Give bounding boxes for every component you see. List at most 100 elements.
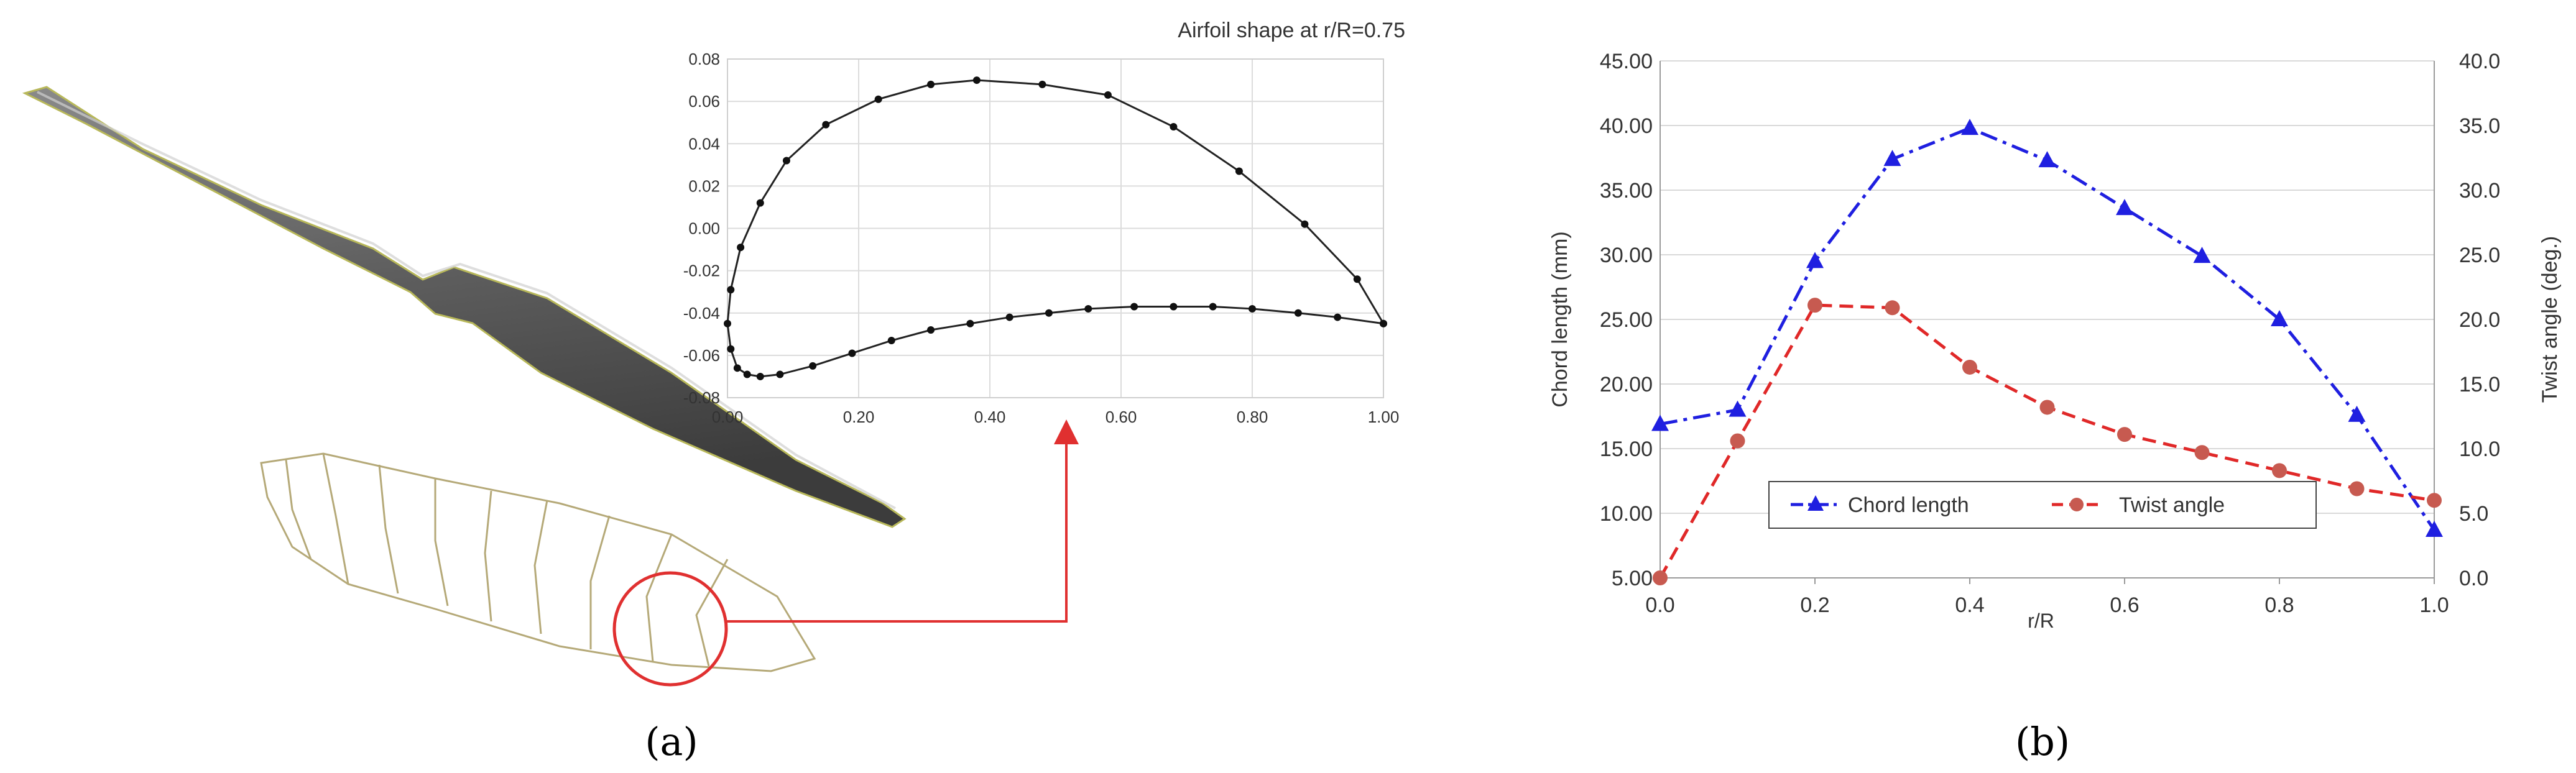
y2-tick-label: 25.0 xyxy=(2459,244,2500,267)
y-tick-label: 25.00 xyxy=(1600,308,1653,332)
airfoil-point xyxy=(822,121,830,129)
chord-length-line xyxy=(1660,126,2436,531)
y-tick-label: -0.04 xyxy=(683,304,720,322)
twist-angle-point xyxy=(2194,445,2210,460)
airfoil-point xyxy=(1235,167,1243,175)
airfoil-point xyxy=(1130,303,1138,311)
twist-angle-point xyxy=(1962,359,1977,375)
plot-area xyxy=(727,58,1384,398)
chord-length-point xyxy=(2271,310,2288,326)
airfoil-point xyxy=(724,319,731,327)
airfoil-point xyxy=(1170,303,1178,311)
y-tick-label: -0.08 xyxy=(683,388,720,407)
callout-arrow xyxy=(726,419,1079,623)
airfoil-point xyxy=(927,326,935,334)
chord-length-point xyxy=(1651,414,1669,431)
twist-angle-point xyxy=(2117,427,2132,442)
legend-twist-label: Twist angle xyxy=(2119,493,2225,517)
x-tick-label: 0.60 xyxy=(1106,408,1137,426)
airfoil-point xyxy=(1038,80,1046,88)
chord-length-point xyxy=(1806,252,1824,268)
y-tick-label: 35.00 xyxy=(1600,179,1653,203)
x-tick-label: 0.8 xyxy=(2264,593,2294,617)
airfoil-profile-line xyxy=(726,79,1385,378)
y-tick-label: 0.04 xyxy=(688,134,720,153)
y-tick-label: 0.00 xyxy=(688,219,720,238)
x-tick-label: 0.80 xyxy=(1237,408,1268,426)
y-tick-label: 10.00 xyxy=(1600,502,1653,526)
chord-length-point xyxy=(1729,400,1747,417)
twist-angle-point xyxy=(1807,298,1822,313)
airfoil-point xyxy=(1209,303,1217,311)
chart-title: Airfoil shape at r/R=0.75 xyxy=(1178,19,1405,42)
chord-length-point xyxy=(2116,199,2133,216)
x-tick-label: 1.00 xyxy=(1368,408,1400,426)
y-tick-label: 30.00 xyxy=(1600,244,1653,267)
airfoil-point xyxy=(1294,309,1302,317)
y2-tick-label: 20.0 xyxy=(2459,308,2500,332)
x-tick-label: 0.20 xyxy=(843,408,875,426)
panel-b-label: (b) xyxy=(2015,719,2070,764)
airfoil-point xyxy=(848,349,856,357)
chord-length-point xyxy=(1961,119,1978,135)
airfoil-point xyxy=(1170,123,1178,130)
airfoil-point xyxy=(1353,275,1361,283)
airfoil-point xyxy=(1005,313,1013,321)
y-tick-label: -0.02 xyxy=(683,262,720,280)
y-tick-label: 15.00 xyxy=(1600,437,1653,461)
chord-length-point xyxy=(2038,151,2056,168)
airfoil-point xyxy=(809,362,817,370)
airfoil-point xyxy=(874,95,882,103)
chord-length-point xyxy=(2348,405,2366,422)
airfoil-point xyxy=(1380,319,1387,327)
legend-chord-label: Chord length xyxy=(1848,493,1969,517)
y2-tick-label: 35.0 xyxy=(2459,114,2500,138)
airfoil-point xyxy=(756,372,764,380)
y-tick-label: 5.00 xyxy=(1612,567,1653,590)
legend-box xyxy=(1768,481,2317,529)
airfoil-point xyxy=(927,80,935,88)
airfoil-point xyxy=(1249,304,1256,313)
twist-angle-point xyxy=(1730,433,1745,449)
airfoil-point xyxy=(972,76,981,85)
x-tick-label: 0.2 xyxy=(1800,593,1829,617)
y-tick-label: 45.00 xyxy=(1600,50,1653,73)
y2-tick-label: 15.0 xyxy=(2459,373,2500,396)
chord-length-point xyxy=(2193,247,2211,263)
propeller-blade-shape xyxy=(22,86,907,528)
airfoil-point xyxy=(756,199,764,207)
airfoil-point xyxy=(1334,313,1342,321)
y2-tick-label: 5.0 xyxy=(2459,502,2488,526)
y2-tick-label: 30.0 xyxy=(2459,179,2500,203)
legend-twist-marker xyxy=(2070,498,2084,511)
panel-a-label: (a) xyxy=(645,719,698,764)
y2-tick-label: 10.0 xyxy=(2459,437,2500,461)
airfoil-point xyxy=(782,157,790,165)
legend-chord-marker xyxy=(1807,495,1824,511)
y2-tick-label: 40.0 xyxy=(2459,50,2500,73)
airfoil-point xyxy=(727,345,735,353)
y-tick-label: 0.08 xyxy=(688,50,720,68)
propeller-blade-highlight xyxy=(37,91,896,510)
twist-angle-point xyxy=(1653,570,1668,585)
y-tick-label: 40.00 xyxy=(1600,114,1653,138)
propeller-illustration xyxy=(22,86,1079,687)
airfoil-point xyxy=(743,370,751,378)
x-tick-label: 1.0 xyxy=(2419,593,2449,617)
y-axis-label: Chord length (mm) xyxy=(1548,231,1572,407)
twist-angle-point xyxy=(1885,300,1900,316)
airfoil-point xyxy=(776,370,784,378)
y-tick-label: 20.00 xyxy=(1600,373,1653,396)
blade-wireframe xyxy=(260,452,816,672)
airfoil-point xyxy=(1104,91,1112,99)
airfoil-point xyxy=(1045,309,1053,317)
section-highlight-circle xyxy=(612,571,728,687)
y-tick-label: -0.06 xyxy=(683,346,720,365)
x-tick-label: 0.00 xyxy=(712,408,744,426)
y2-axis-label: Twist angle (deg.) xyxy=(2538,236,2562,403)
airfoil-point xyxy=(1301,220,1309,228)
x-tick-label: 0.0 xyxy=(1645,593,1674,617)
airfoil-point xyxy=(737,244,745,252)
airfoil-chart: Airfoil shape at r/R=0.75 0.00 0.20 0.40 0.… xyxy=(683,19,1405,426)
